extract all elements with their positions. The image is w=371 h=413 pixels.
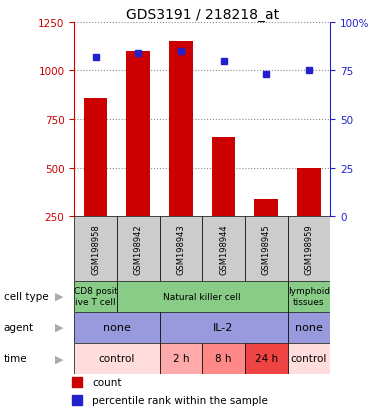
- Bar: [74, 312, 160, 343]
- Bar: [297, 169, 321, 217]
- Text: GSM198959: GSM198959: [304, 223, 313, 274]
- Text: GSM198942: GSM198942: [134, 223, 143, 274]
- Text: time: time: [4, 353, 27, 363]
- Bar: [255, 199, 278, 217]
- Bar: [202, 343, 245, 374]
- Text: 24 h: 24 h: [255, 353, 278, 363]
- Text: ▶: ▶: [55, 353, 63, 363]
- Text: GSM198945: GSM198945: [262, 223, 271, 274]
- Text: CD8 posit
ive T cell: CD8 posit ive T cell: [73, 287, 118, 306]
- Text: cell type: cell type: [4, 291, 48, 301]
- Text: GSM198944: GSM198944: [219, 223, 228, 274]
- Bar: [74, 343, 160, 374]
- Bar: [202, 217, 245, 281]
- Bar: [212, 137, 235, 217]
- Text: agent: agent: [4, 322, 34, 332]
- Text: percentile rank within the sample: percentile rank within the sample: [92, 395, 268, 405]
- Text: control: control: [99, 353, 135, 363]
- Bar: [288, 343, 330, 374]
- Text: IL-2: IL-2: [213, 322, 234, 332]
- Text: 8 h: 8 h: [215, 353, 232, 363]
- Text: none: none: [295, 322, 323, 332]
- Bar: [84, 98, 107, 217]
- Bar: [117, 281, 288, 312]
- Bar: [160, 217, 202, 281]
- Bar: [288, 281, 330, 312]
- Text: none: none: [103, 322, 131, 332]
- Text: 2 h: 2 h: [173, 353, 189, 363]
- Text: count: count: [92, 377, 122, 387]
- Bar: [127, 52, 150, 217]
- Bar: [245, 217, 288, 281]
- Text: Natural killer cell: Natural killer cell: [163, 292, 241, 301]
- Bar: [169, 42, 193, 217]
- Text: ▶: ▶: [55, 322, 63, 332]
- Bar: [74, 217, 117, 281]
- Bar: [160, 343, 202, 374]
- Text: control: control: [290, 353, 327, 363]
- Bar: [74, 281, 117, 312]
- Bar: [160, 312, 288, 343]
- Bar: [117, 217, 160, 281]
- Text: GSM198943: GSM198943: [176, 223, 186, 274]
- Text: lymphoid
tissues: lymphoid tissues: [288, 287, 330, 306]
- Text: ▶: ▶: [55, 291, 63, 301]
- Bar: [288, 312, 330, 343]
- Text: GSM198958: GSM198958: [91, 223, 100, 274]
- Bar: [245, 343, 288, 374]
- Title: GDS3191 / 218218_at: GDS3191 / 218218_at: [126, 8, 279, 22]
- Bar: [288, 217, 330, 281]
